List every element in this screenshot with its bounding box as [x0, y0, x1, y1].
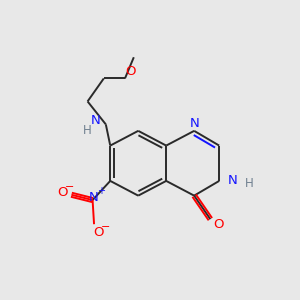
Text: H: H: [245, 177, 254, 190]
Text: −: −: [65, 182, 75, 191]
Text: N: N: [91, 114, 100, 127]
Text: O: O: [213, 218, 224, 231]
Text: O: O: [93, 226, 104, 239]
Text: N: N: [189, 117, 199, 130]
Text: O: O: [57, 186, 68, 199]
Text: N: N: [89, 191, 99, 204]
Text: −: −: [100, 222, 110, 232]
Text: N: N: [227, 174, 237, 188]
Text: H: H: [83, 124, 92, 137]
Text: +: +: [97, 186, 105, 196]
Text: O: O: [126, 65, 136, 79]
